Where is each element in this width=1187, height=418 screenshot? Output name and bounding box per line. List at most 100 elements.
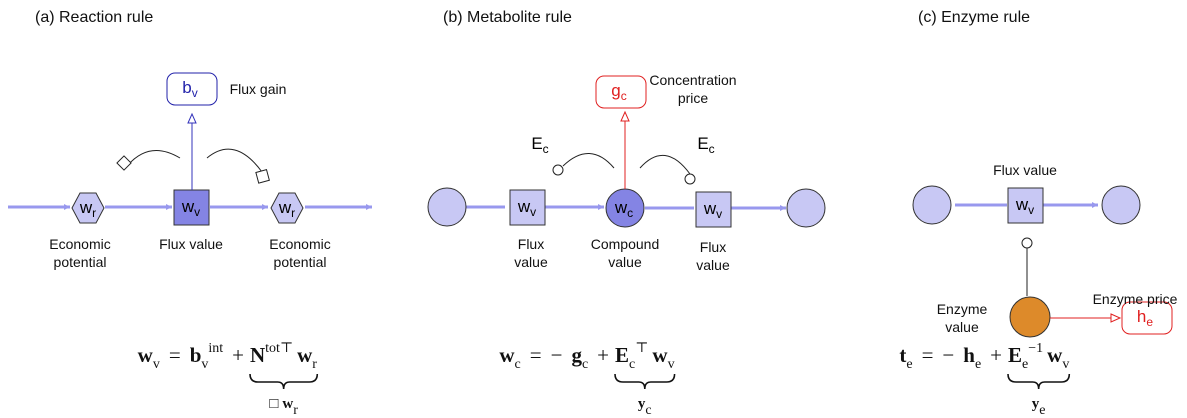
label-line: Flux xyxy=(518,236,544,252)
node-label: wr xyxy=(278,198,295,220)
underbrace xyxy=(1007,373,1071,390)
panel-title: (a) Reaction rule xyxy=(35,9,153,26)
math-symbol: w xyxy=(297,343,313,367)
node-sub: c xyxy=(709,142,715,156)
math-symbol: t xyxy=(899,343,906,367)
math-symbol: − xyxy=(942,343,954,367)
math-symbol: w xyxy=(282,396,293,412)
node-main: b xyxy=(182,78,191,97)
box-node xyxy=(166,72,218,106)
diamond-end xyxy=(116,155,132,171)
math-symbol: w xyxy=(499,343,515,367)
panel-title: (b) Metabolite rule xyxy=(443,9,572,26)
circle-node xyxy=(912,185,952,225)
label: Compound value xyxy=(591,236,660,270)
math-sub: r xyxy=(293,403,298,418)
math-symbol: y xyxy=(638,396,646,412)
node-sub: c xyxy=(543,142,549,156)
square-end xyxy=(255,169,270,184)
circle-end xyxy=(684,173,696,185)
formula-braced: Ec⊤ wv xyxy=(615,341,675,372)
node-main: E xyxy=(697,134,708,153)
math-sup: −1 xyxy=(1028,341,1043,356)
label-line: value xyxy=(514,254,548,270)
node-main: g xyxy=(611,81,620,100)
circle-end xyxy=(1021,237,1033,249)
arc xyxy=(127,150,181,166)
node-sub: v xyxy=(530,205,536,219)
node-main: w xyxy=(614,198,628,217)
underbrace-label: □ wr xyxy=(269,396,298,418)
circle-node xyxy=(1101,185,1141,225)
label-line: value xyxy=(608,254,642,270)
square-node xyxy=(1007,187,1044,224)
math-sub: v xyxy=(1062,357,1069,372)
square-node xyxy=(173,189,210,226)
box-node xyxy=(595,75,647,109)
node-label: Ec xyxy=(531,134,548,156)
underbrace xyxy=(249,373,319,390)
label-line: value xyxy=(696,257,730,273)
node-main: w xyxy=(1015,195,1029,214)
underbrace-label: yc xyxy=(638,396,652,418)
math-sup: ⊤ xyxy=(635,341,648,356)
math-sup: int xyxy=(208,341,223,356)
formula-braced: Ee−1 wv xyxy=(1008,341,1069,372)
arc xyxy=(639,154,691,175)
label: Economic potential xyxy=(49,236,110,270)
math-symbol: − xyxy=(551,343,563,367)
node-label: wv xyxy=(703,199,722,221)
label: Flux value xyxy=(696,239,730,273)
math-symbol: w xyxy=(652,343,668,367)
node-label: wv xyxy=(517,197,536,219)
node-sub: e xyxy=(1146,315,1153,329)
math-symbol: y xyxy=(1032,396,1040,412)
math-symbol: = xyxy=(922,343,934,367)
label: Flux value xyxy=(159,236,223,252)
label-line: Enzyme price xyxy=(1093,291,1178,307)
label-line: value xyxy=(945,319,979,335)
underbrace xyxy=(614,373,676,390)
node-sub: r xyxy=(291,206,295,220)
formula: wc = − gc + xyxy=(499,343,609,372)
label: Enzyme price xyxy=(1093,291,1178,307)
label-line: Enzyme xyxy=(937,301,988,317)
formula: wv = bvint + xyxy=(138,341,244,372)
label-line: potential xyxy=(274,254,327,270)
square-node xyxy=(509,189,546,226)
math-symbol: + xyxy=(990,343,1002,367)
hexagon-node xyxy=(71,192,105,224)
math-symbol: w xyxy=(138,343,154,367)
node-label: wv xyxy=(1015,195,1034,217)
node-sub: v xyxy=(194,205,200,219)
node-main: w xyxy=(181,197,195,216)
math-sub: v xyxy=(153,357,160,372)
label-line: Compound xyxy=(591,236,660,252)
arc xyxy=(562,153,615,169)
node-main: w xyxy=(517,197,531,216)
hexagon-node xyxy=(270,192,304,224)
math-sub: r xyxy=(312,357,317,372)
math-symbol: E xyxy=(615,343,629,367)
node-sub: v xyxy=(716,207,722,221)
node-sub: r xyxy=(92,206,96,220)
math-symbol: □ xyxy=(269,396,278,412)
panel-title: (c) Enzyme rule xyxy=(918,9,1030,26)
math-sub: c xyxy=(582,357,588,372)
circle-end xyxy=(552,164,564,176)
label: Enzyme value xyxy=(937,301,988,335)
label-line: Flux xyxy=(700,239,726,255)
label: Flux value xyxy=(993,162,1057,178)
circle-node xyxy=(786,188,826,228)
panel-b: gc Ec Ec wv wc wv Concentration price Flu… xyxy=(427,72,826,273)
box-node xyxy=(1121,301,1173,335)
node-sub: c xyxy=(621,89,627,103)
math-symbol: w xyxy=(1047,343,1063,367)
math-symbol: + xyxy=(597,343,609,367)
math-sub: e xyxy=(906,357,912,372)
math-sub: v xyxy=(201,357,208,372)
panel-c: wv he Flux value Enzyme value Enzyme pric… xyxy=(912,162,1178,338)
arc xyxy=(206,148,263,173)
